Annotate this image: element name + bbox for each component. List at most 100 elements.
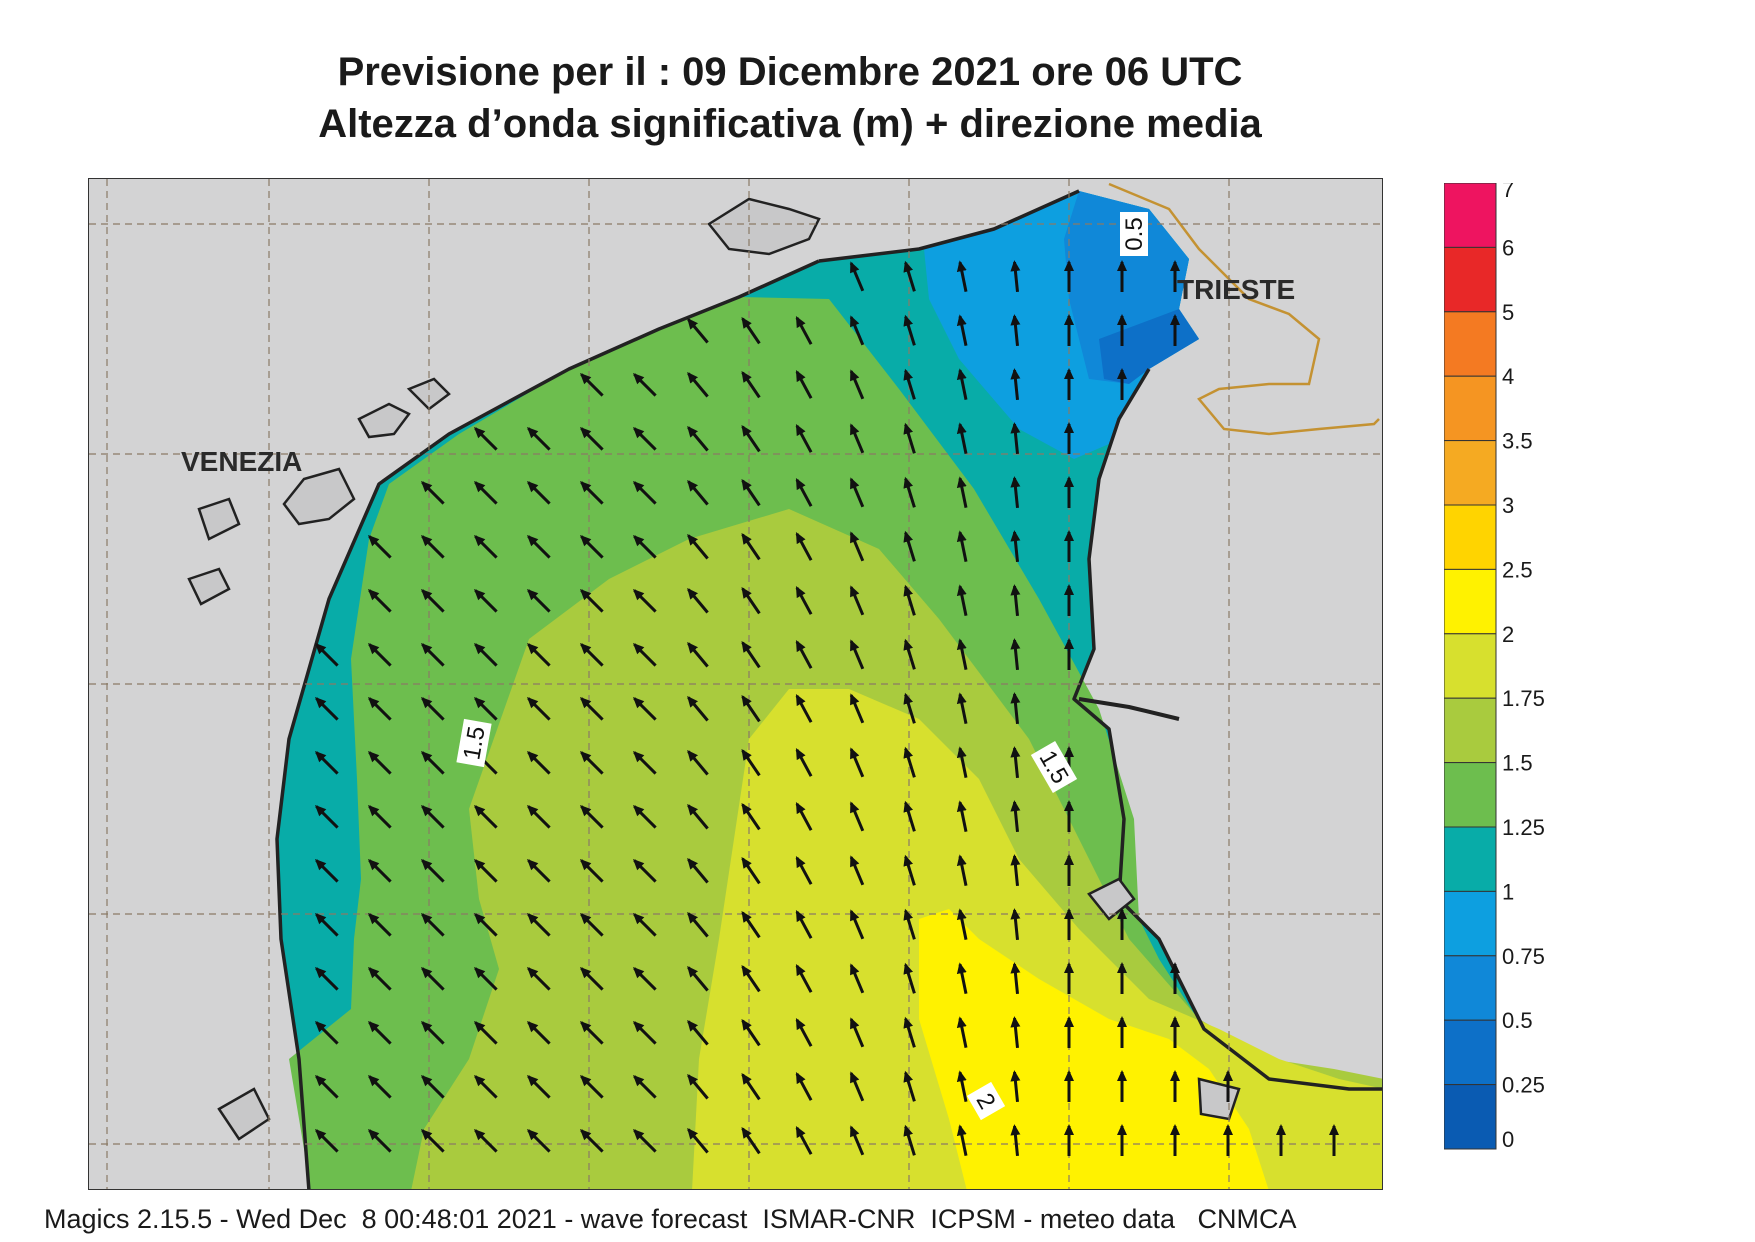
wave-direction-arrow [367, 966, 392, 991]
wave-direction-arrow [314, 1074, 339, 1099]
legend-swatch [1443, 440, 1497, 506]
wave-direction-arrow [526, 750, 551, 775]
legend-swatch [1443, 1019, 1497, 1086]
wave-direction-arrow [903, 746, 916, 778]
wave-direction-arrow [795, 532, 813, 561]
wave-direction-arrows [314, 260, 1339, 1157]
wave-direction-arrow [473, 966, 498, 991]
wave-direction-arrow [903, 314, 916, 346]
wave-direction-arrow [741, 1018, 761, 1047]
wave-direction-arrow [741, 856, 761, 885]
wave-direction-arrow [420, 1020, 445, 1045]
contour-label-1-5-west: 1.5 [458, 724, 490, 762]
wave-direction-arrow [367, 642, 392, 667]
wave-direction-arrow [903, 800, 916, 832]
wave-direction-arrow [849, 963, 865, 994]
wave-direction-arrow [579, 1128, 604, 1153]
wave-direction-arrow [1010, 314, 1021, 347]
wave-direction-arrow [687, 695, 709, 722]
legend-label: 3 [1502, 493, 1514, 518]
wave-direction-arrow [849, 747, 865, 778]
wave-direction-arrow [579, 426, 604, 451]
wave-direction-arrow [632, 372, 657, 397]
wave-direction-arrow [367, 534, 392, 559]
wave-direction-arrow [420, 642, 445, 667]
wave-direction-arrow [687, 965, 709, 992]
wave-direction-arrow [526, 534, 551, 559]
wave-direction-arrow [795, 694, 813, 723]
wave-direction-arrow [579, 642, 604, 667]
wave-direction-arrow [849, 261, 865, 292]
wave-direction-arrow [795, 910, 813, 939]
wave-direction-arrow [903, 692, 916, 724]
wave-direction-arrow [314, 858, 339, 883]
wave-direction-arrow [367, 912, 392, 937]
wave-direction-arrow [849, 639, 865, 670]
wave-direction-arrow [314, 750, 339, 775]
wave-direction-arrow [420, 696, 445, 721]
wave-direction-arrow [632, 750, 657, 775]
wave-direction-arrow [314, 804, 339, 829]
wave-direction-arrow [741, 586, 761, 615]
wave-direction-arrow [367, 1020, 392, 1045]
wave-direction-arrow [526, 1074, 551, 1099]
legend-label: 2.5 [1502, 557, 1533, 582]
wave-direction-arrow [632, 858, 657, 883]
wave-direction-arrow [956, 854, 968, 886]
wave-direction-arrow [473, 480, 498, 505]
city-label-trieste: TRIESTE [1177, 274, 1295, 305]
wave-direction-arrow [687, 911, 709, 938]
wave-direction-arrow [632, 804, 657, 829]
legend-label: 7 [1502, 183, 1514, 202]
wave-direction-arrow [741, 370, 761, 399]
wave-direction-arrow [903, 1124, 916, 1156]
coastline [275, 189, 1382, 1189]
wave-direction-arrow [741, 532, 761, 561]
wave-direction-arrow [526, 642, 551, 667]
wave-direction-arrow [795, 856, 813, 885]
wave-direction-arrow [1010, 530, 1021, 563]
legend-label: 4 [1502, 364, 1514, 389]
legend-colorbar: 7 6 5 4 3.5 3 2.5 2 1.75 1.5 1.25 1 0.75 0.5 0.25 0 [1443, 177, 1744, 1153]
wave-direction-arrow [687, 1127, 709, 1154]
wave-direction-arrow [526, 804, 551, 829]
wave-direction-arrow [903, 638, 916, 670]
wave-direction-arrow [956, 1124, 968, 1156]
wave-direction-arrow [420, 804, 445, 829]
wave-direction-arrow [795, 802, 813, 831]
wave-direction-arrow [1010, 422, 1021, 455]
wave-direction-arrow [687, 587, 709, 614]
legend-swatch [1443, 955, 1497, 1021]
legend-label: 0.25 [1502, 1073, 1545, 1098]
legend-swatch [1443, 246, 1497, 313]
wave-map-canvas: VENEZIA TRIESTE 0.5 1.5 1.5 2 [89, 179, 1382, 1189]
wave-direction-arrow [420, 588, 445, 613]
wave-direction-arrow [1010, 962, 1021, 995]
legend-swatch [1443, 826, 1497, 892]
legend-swatch [1443, 504, 1497, 570]
wave-direction-arrow [687, 749, 709, 776]
wave-direction-arrow [579, 696, 604, 721]
wave-direction-arrow [903, 260, 916, 292]
wave-direction-arrow [903, 908, 916, 940]
legend-svg: 7 6 5 4 3.5 3 2.5 2 1.75 1.5 1.25 1 0.75 0.5 0.25 0 [1443, 177, 1545, 1152]
wave-direction-arrow [741, 1072, 761, 1101]
wave-direction-arrow [956, 584, 968, 616]
wave-direction-arrow [849, 369, 865, 400]
wave-direction-arrow [849, 801, 865, 832]
legend-swatch [1443, 762, 1497, 828]
wave-direction-arrow [579, 750, 604, 775]
wave-direction-arrow [956, 476, 968, 508]
wave-direction-arrow [1010, 692, 1021, 725]
wave-direction-arrow [956, 908, 968, 940]
legend-label: 1.75 [1502, 686, 1545, 711]
wave-direction-arrow [903, 530, 916, 562]
wave-direction-arrow [526, 1128, 551, 1153]
wave-direction-arrow [1010, 800, 1021, 833]
wave-direction-arrow [579, 480, 604, 505]
wave-direction-arrow [632, 966, 657, 991]
wave-direction-arrow [1010, 638, 1021, 671]
wave-direction-arrow [420, 912, 445, 937]
wave-direction-arrow [526, 1020, 551, 1045]
wave-direction-arrow [314, 966, 339, 991]
